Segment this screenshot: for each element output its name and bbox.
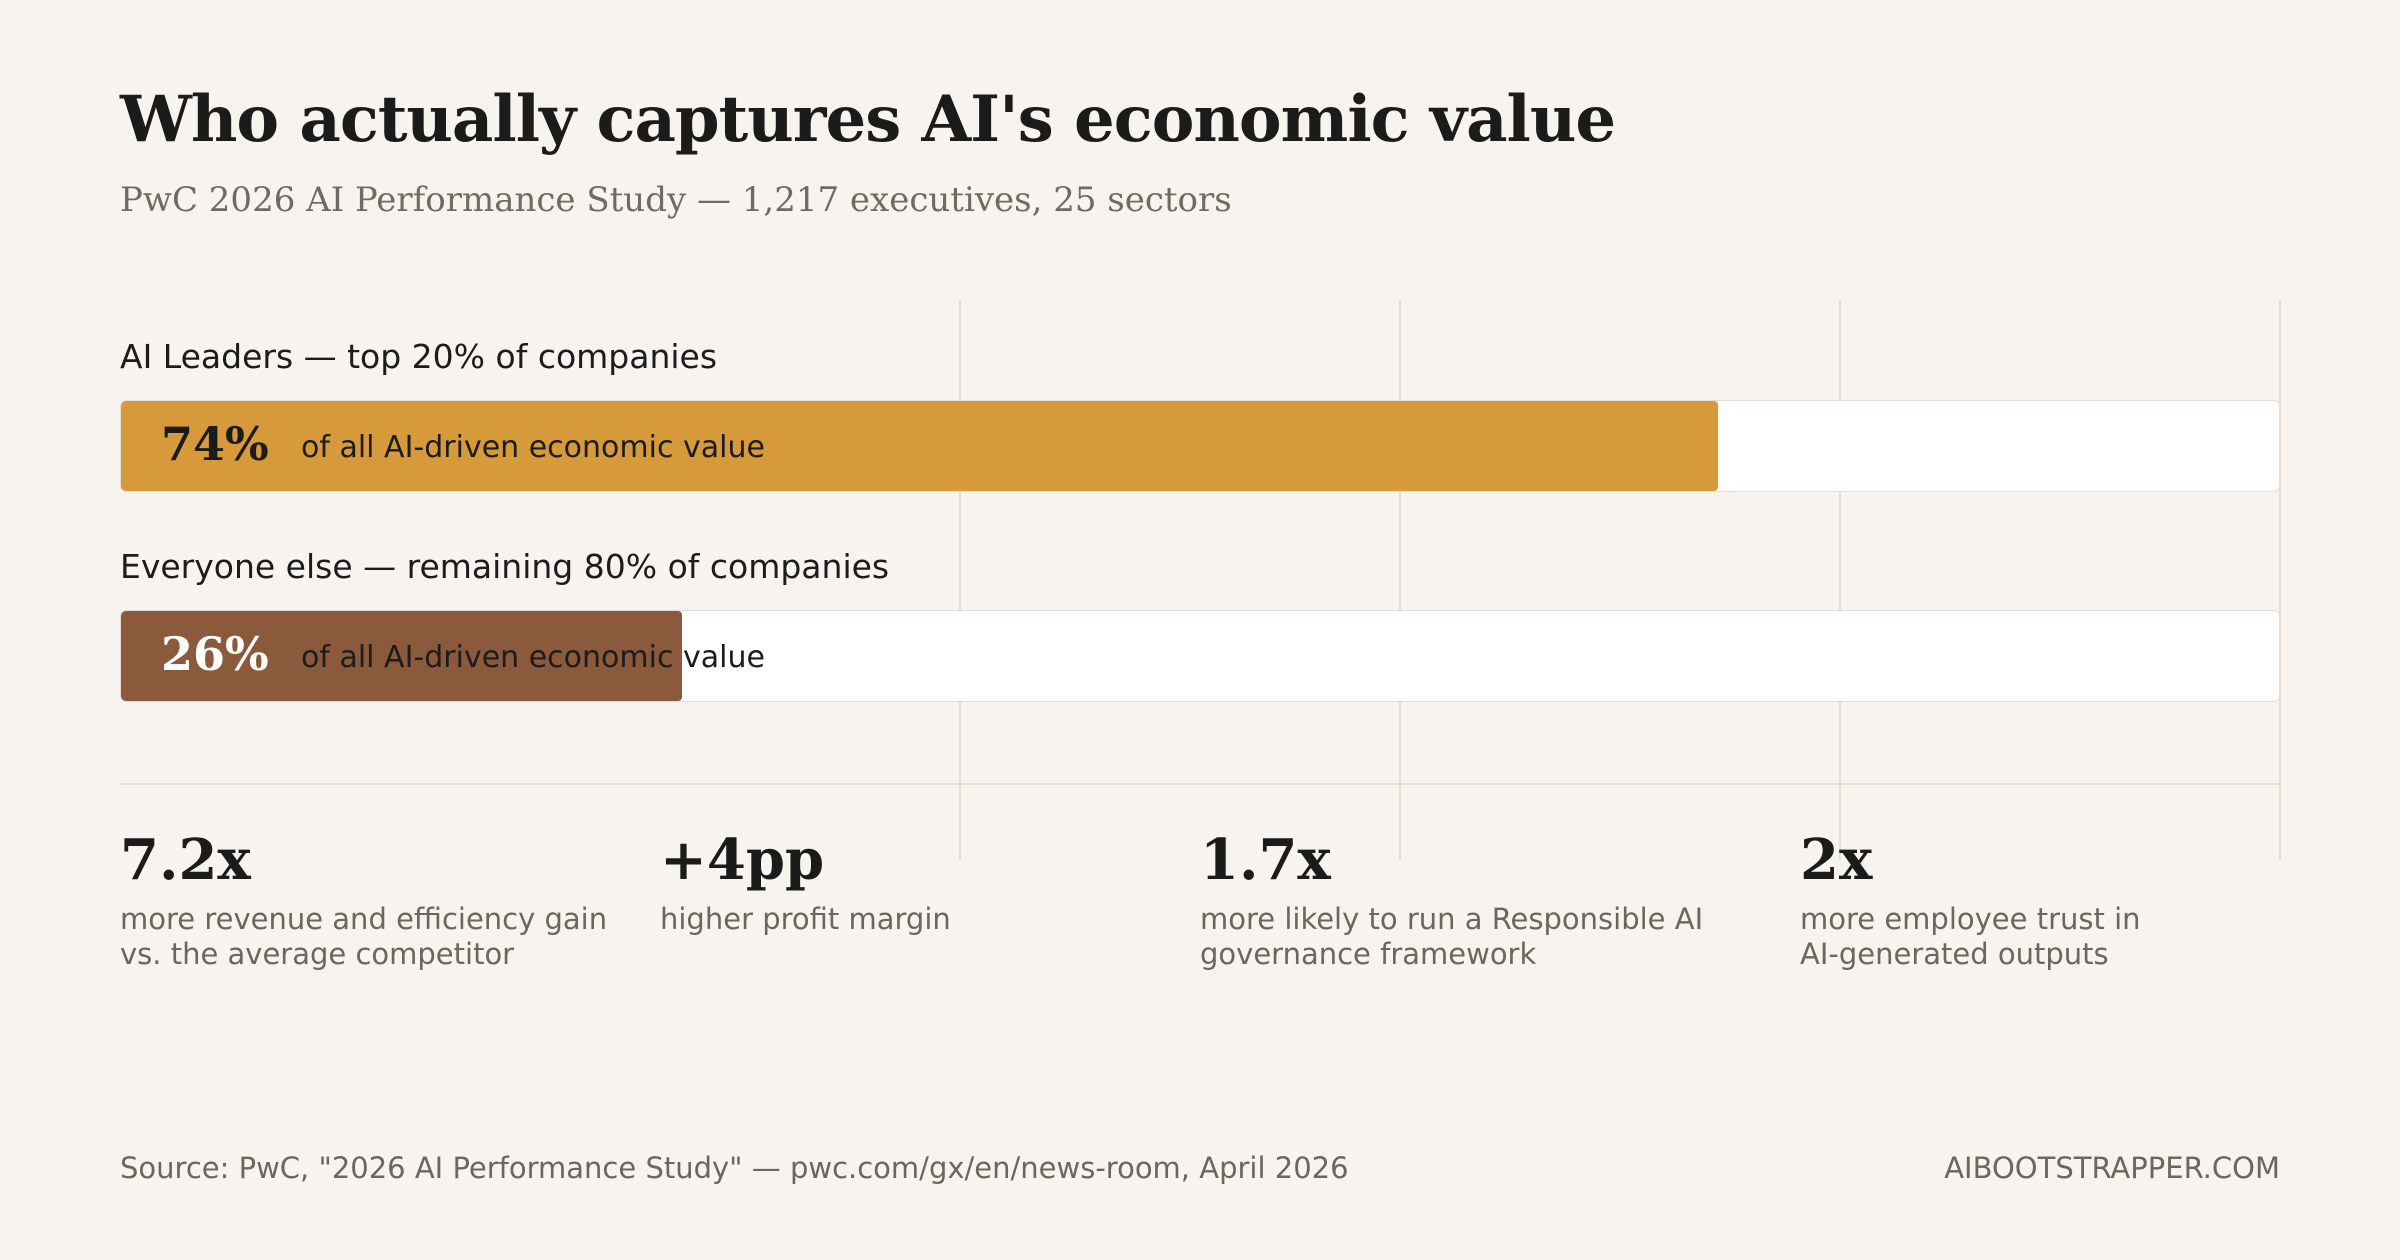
stat-margin-value: +4pp [660, 827, 825, 893]
bar-desc-others: of all AI-driven economic value [301, 640, 765, 675]
chart-subtitle: PwC 2026 AI Performance Study — 1,217 ex… [120, 180, 1232, 220]
bar-label-leaders: AI Leaders — top 20% of companies [120, 337, 718, 376]
bar-desc-leaders: of all AI-driven economic value [301, 430, 765, 465]
bar-label-others: Everyone else — remaining 80% of compani… [120, 547, 890, 586]
gridline [959, 300, 961, 860]
stat-governance: 1.7x more likely to run a Responsible AI… [1200, 830, 1720, 972]
gridline [1839, 300, 1841, 860]
stat-governance-value: 1.7x [1200, 827, 1331, 893]
bar-value-leaders: 74% [161, 417, 269, 471]
stat-trust-value: 2x [1800, 827, 1873, 893]
stat-margin: +4pp higher profit margin [660, 830, 1180, 937]
brand-credit: AIBOOTSTRAPPER.COM [1944, 1151, 2280, 1185]
bar-track-leaders: 74% of all AI-driven economic value [120, 400, 2280, 492]
stat-revenue-value: 7.2x [120, 827, 251, 893]
stat-margin-desc: higher profit margin [660, 902, 951, 936]
gridline [2279, 300, 2281, 860]
chart-title: Who actually captures AI's economic valu… [120, 82, 1616, 157]
stat-revenue: 7.2x more revenue and efficiency gain vs… [120, 830, 640, 972]
gridline [1399, 300, 1401, 860]
source-note: Source: PwC, "2026 AI Performance Study"… [120, 1151, 1349, 1185]
stat-trust: 2x more employee trust in AI-generated o… [1800, 830, 2320, 972]
bar-fill-others [121, 611, 683, 701]
bar-track-others: 26% of all AI-driven economic value [120, 610, 2280, 702]
stat-revenue-desc: more revenue and efficiency gain vs. the… [120, 902, 608, 971]
stat-trust-desc: more employee trust in AI-generated outp… [1800, 902, 2141, 971]
stat-governance-desc: more likely to run a Responsible AI gove… [1200, 902, 1704, 971]
bar-fill-leaders [121, 401, 1718, 491]
stats-divider [120, 783, 2280, 785]
bar-value-others: 26% [161, 627, 269, 681]
